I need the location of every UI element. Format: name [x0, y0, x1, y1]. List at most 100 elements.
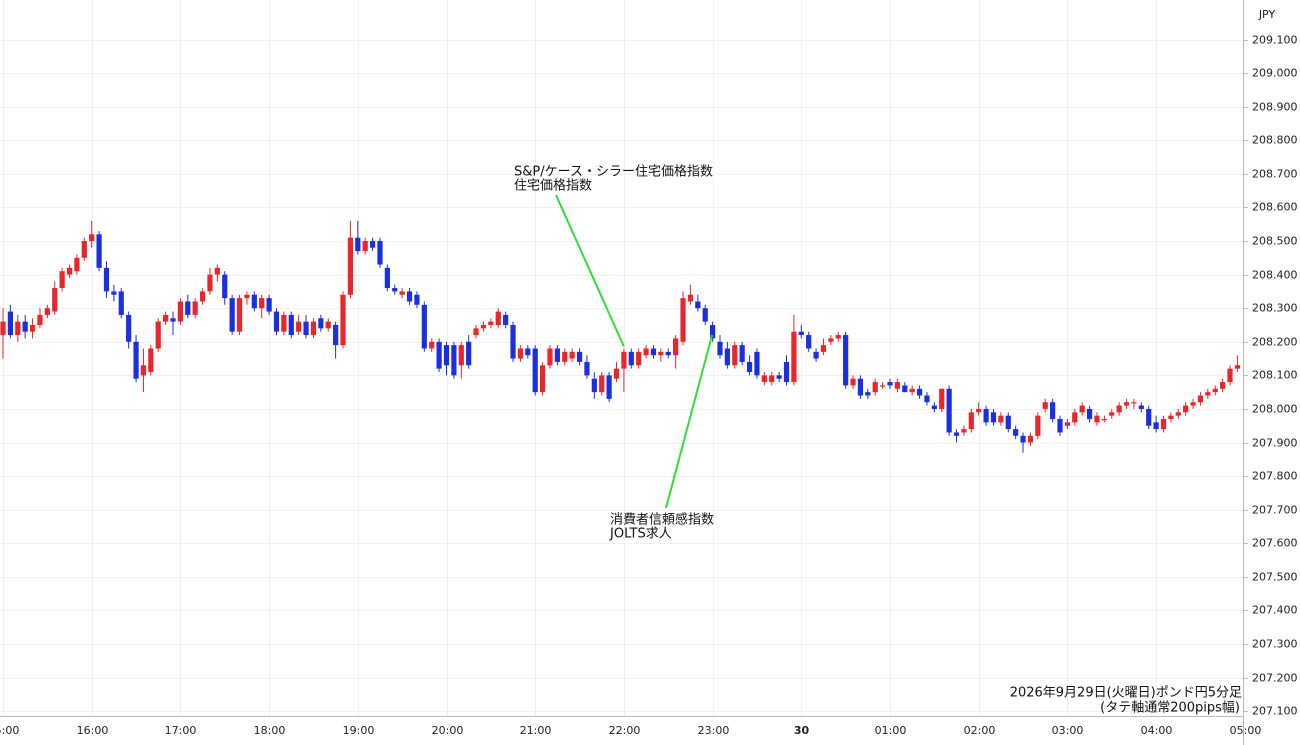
candle-body — [74, 257, 80, 272]
x-tick-label: 15:00 — [0, 724, 19, 737]
candle-body — [0, 321, 6, 336]
annotation-text: JOLTS求人 — [609, 527, 672, 542]
candle-body — [266, 298, 272, 312]
candle-body — [7, 311, 13, 336]
candle-body — [924, 395, 930, 403]
candle-body — [377, 241, 383, 265]
candle-body — [510, 324, 516, 359]
candle-body — [1212, 388, 1218, 393]
candle-body — [990, 412, 997, 423]
candle-body — [539, 365, 546, 393]
candle-body — [1190, 402, 1196, 406]
y-tick-label: 209.100 — [1252, 34, 1298, 47]
candle-body — [835, 335, 841, 339]
candle-body — [296, 321, 302, 332]
candle-body — [140, 365, 147, 376]
candle-body — [1109, 412, 1115, 416]
x-tick-label: 30 — [794, 724, 810, 737]
annotation-text: 消費者信頼感指数 — [610, 512, 714, 528]
candle-body — [968, 412, 974, 430]
candle-body — [22, 321, 28, 332]
candle-body — [584, 361, 590, 376]
candle-body — [281, 314, 287, 332]
y-tick-label: 208.300 — [1252, 302, 1298, 315]
candle-body — [340, 294, 346, 346]
candle-body — [1197, 395, 1204, 403]
candle-body — [1064, 422, 1070, 426]
candle-body — [1183, 405, 1189, 413]
y-tick-label: 209.000 — [1252, 67, 1298, 80]
candle-body — [739, 345, 745, 362]
price-axis-panel — [1243, 0, 1300, 745]
candle-body — [717, 341, 723, 356]
candle-body — [126, 314, 132, 342]
candle-body — [613, 368, 620, 379]
y-tick-label: 208.600 — [1252, 201, 1298, 214]
candle-body — [214, 267, 220, 275]
y-tick-label: 208.800 — [1252, 134, 1298, 147]
candle-body — [163, 314, 169, 322]
candle-body — [643, 348, 649, 356]
candle-body — [813, 351, 819, 359]
y-tick-label: 208.900 — [1252, 101, 1298, 114]
candle-body — [961, 429, 967, 433]
candle-body — [229, 298, 235, 332]
candle-body — [806, 335, 812, 349]
candle-body — [1153, 422, 1159, 430]
candle-body — [244, 294, 250, 299]
y-tick-label: 208.400 — [1252, 269, 1298, 282]
candle-body — [761, 375, 767, 383]
candle-body — [1086, 408, 1093, 420]
candle-body — [177, 301, 183, 322]
x-tick-label: 17:00 — [165, 724, 197, 737]
candle-body — [702, 308, 708, 322]
candle-body — [606, 375, 612, 399]
y-tick-label: 207.600 — [1252, 537, 1298, 550]
candle-body — [37, 314, 43, 325]
candle-body — [81, 241, 87, 258]
candle-body — [1050, 402, 1056, 420]
chart-note: 2026年9月29日(火曜日)ポンド円5分足 — [1010, 686, 1242, 701]
candle-body — [148, 348, 154, 372]
candle-body — [443, 345, 450, 366]
candle-body — [754, 351, 760, 376]
y-tick-label: 208.000 — [1252, 403, 1298, 416]
candle-body — [325, 321, 331, 329]
candle-body — [66, 267, 73, 275]
candle-body — [939, 388, 945, 409]
candle-body — [451, 345, 457, 376]
candle-body — [569, 351, 575, 359]
candle-body — [532, 348, 538, 393]
candle-body — [894, 382, 900, 389]
candle-body — [59, 271, 65, 289]
x-tick-label: 19:00 — [343, 724, 375, 737]
candle-body — [488, 321, 494, 325]
candle-body — [791, 331, 797, 383]
candle-body — [96, 234, 102, 268]
x-tick-label: 18:00 — [254, 724, 286, 737]
candle-body — [1094, 415, 1100, 423]
candle-body — [1168, 415, 1174, 420]
candle-body — [44, 308, 50, 315]
annotation-text: S&P/ケース・シラー住宅価格指数 — [514, 164, 713, 180]
candle-body — [591, 378, 597, 393]
candle-body — [318, 318, 324, 329]
candle-body — [155, 321, 161, 349]
candle-body — [628, 351, 634, 366]
candle-body — [916, 388, 923, 396]
candle-body — [1042, 402, 1048, 409]
x-tick-label: 21:00 — [520, 724, 552, 737]
candle-body — [1057, 419, 1063, 433]
candle-body — [1227, 368, 1233, 383]
annotation-line — [665, 334, 714, 509]
candle-body — [170, 318, 176, 322]
grid — [0, 0, 1246, 716]
annotation-text: 住宅価格指数 — [514, 178, 592, 194]
candle-body — [636, 351, 642, 366]
x-tick-label: 20:00 — [432, 724, 464, 737]
candle-body — [118, 291, 124, 315]
x-tick-label: 22:00 — [609, 724, 641, 737]
candle-body — [783, 361, 790, 383]
